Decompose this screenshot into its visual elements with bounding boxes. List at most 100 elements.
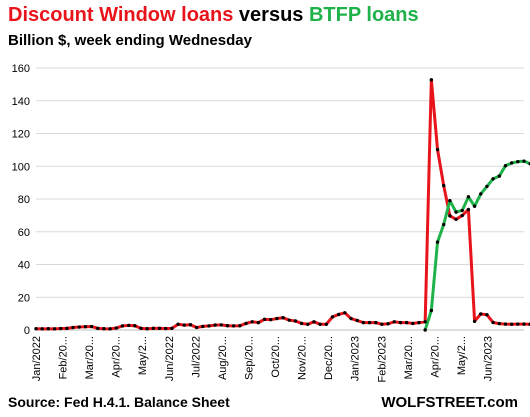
data-point-discount-window: [343, 311, 347, 315]
chart-subtitle: Billion $, week ending Wednesday: [8, 32, 252, 49]
data-point-btfp: [497, 174, 501, 178]
x-tick-label: Nov/20...: [297, 336, 309, 380]
title-btfp: BTFP loans: [308, 4, 419, 26]
data-point-discount-window: [207, 324, 211, 328]
x-tick-label: Jan/2023: [350, 336, 362, 381]
x-tick-label: Dec/20...: [323, 336, 335, 380]
x-tick-label: Jun/2022: [164, 336, 176, 381]
y-tick-label: 120: [12, 129, 30, 141]
data-point-discount-window: [34, 326, 38, 331]
data-point-discount-window: [40, 327, 44, 331]
brand-logo: WOLFSTREET.com: [381, 394, 518, 411]
x-tick-label: May/2...: [137, 336, 149, 375]
data-point-discount-window: [133, 324, 137, 328]
data-point-discount-window: [386, 322, 390, 326]
data-point-discount-window: [318, 322, 322, 326]
data-point-discount-window: [404, 320, 409, 325]
data-point-discount-window: [59, 326, 63, 331]
data-point-discount-window: [349, 316, 353, 321]
x-tick-label: Oct/20...: [270, 336, 282, 378]
y-tick-label: 100: [12, 161, 30, 173]
data-point-discount-window: [479, 312, 483, 316]
series-group: [34, 78, 530, 332]
data-point-discount-window: [398, 320, 403, 325]
data-point-discount-window: [448, 214, 452, 218]
data-point-discount-window: [170, 326, 174, 331]
data-point-discount-window: [497, 321, 501, 326]
series-line-btfp: [423, 159, 530, 331]
x-tick-label: Apr/20...: [111, 336, 123, 378]
x-tick-label: Feb/2023: [376, 336, 388, 382]
x-tick-label: Jan/2022: [31, 336, 43, 381]
y-tick-label: 80: [18, 194, 30, 206]
x-tick-label: Jul/2022: [190, 336, 202, 378]
data-point-discount-window: [262, 317, 267, 322]
data-point-discount-window: [374, 320, 378, 325]
x-tick-label: Sep/20...: [243, 336, 255, 380]
y-tick-label: 140: [12, 96, 30, 108]
data-point-discount-window: [485, 313, 489, 317]
data-point-discount-window: [176, 322, 180, 326]
x-tick-label: Apr/20...: [429, 336, 441, 378]
data-point-discount-window: [46, 326, 51, 331]
y-tick-label: 0: [24, 325, 30, 337]
x-tick-label: Jun/2023: [483, 336, 495, 381]
data-point-btfp: [442, 222, 446, 227]
data-point-discount-window: [460, 213, 464, 218]
grid-lines: [36, 67, 524, 331]
data-point-discount-window: [435, 147, 440, 152]
data-point-discount-window: [238, 324, 242, 328]
y-tick-label: 160: [12, 63, 30, 75]
data-point-btfp: [503, 164, 508, 168]
data-point-btfp: [435, 240, 440, 244]
data-point-discount-window: [392, 320, 396, 324]
data-point-discount-window: [219, 323, 224, 327]
data-point-discount-window: [145, 326, 149, 331]
data-point-btfp: [448, 198, 452, 203]
y-tick-label: 20: [18, 292, 30, 304]
data-point-discount-window: [287, 318, 291, 322]
data-point-discount-window: [71, 325, 75, 330]
data-point-discount-window: [269, 317, 273, 322]
data-point-discount-window: [157, 326, 162, 331]
data-point-discount-window: [139, 326, 143, 331]
data-point-discount-window: [120, 324, 125, 328]
data-point-discount-window: [256, 320, 261, 325]
data-point-discount-window: [52, 327, 57, 331]
data-point-discount-window: [102, 326, 106, 331]
title-discount: Discount Window loans: [8, 4, 234, 26]
data-point-btfp: [454, 210, 458, 214]
data-point-discount-window: [355, 318, 359, 323]
x-tick-label: Feb/20...: [58, 336, 70, 379]
data-point-discount-window: [77, 325, 81, 329]
data-point-discount-window: [336, 312, 341, 317]
data-point-discount-window: [324, 322, 329, 326]
data-point-discount-window: [164, 326, 168, 331]
data-point-discount-window: [188, 323, 193, 327]
data-point-btfp: [522, 159, 526, 163]
data-point-discount-window: [201, 324, 205, 329]
data-point-btfp: [472, 204, 477, 208]
data-point-discount-window: [472, 319, 477, 324]
data-point-discount-window: [306, 322, 310, 326]
data-point-discount-window: [417, 320, 421, 325]
data-point-discount-window: [367, 320, 372, 325]
data-point-btfp: [423, 328, 427, 332]
data-point-discount-window: [503, 322, 508, 326]
data-point-discount-window: [466, 207, 471, 212]
data-point-btfp: [466, 195, 471, 199]
data-point-discount-window: [330, 315, 335, 319]
data-point-discount-window: [509, 322, 514, 326]
data-point-discount-window: [108, 327, 112, 331]
data-point-discount-window: [65, 326, 69, 331]
data-point-discount-window: [281, 316, 285, 320]
data-point-discount-window: [126, 323, 131, 328]
data-point-discount-window: [361, 320, 366, 325]
data-point-discount-window: [423, 320, 427, 324]
data-point-discount-window: [182, 323, 186, 327]
data-point-btfp: [429, 308, 434, 313]
data-point-discount-window: [299, 321, 304, 326]
data-point-discount-window: [151, 326, 156, 331]
data-point-discount-window: [491, 320, 495, 325]
data-point-btfp: [509, 161, 514, 165]
